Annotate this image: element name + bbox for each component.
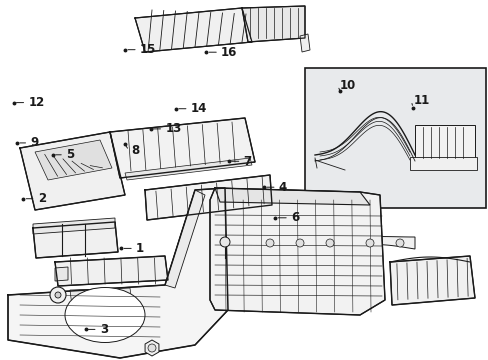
Polygon shape <box>33 218 115 234</box>
Text: 7: 7 <box>243 155 251 168</box>
Text: 11: 11 <box>412 94 428 107</box>
Polygon shape <box>110 118 254 178</box>
Circle shape <box>365 239 373 247</box>
Polygon shape <box>55 256 168 286</box>
Text: 9: 9 <box>30 136 39 149</box>
Ellipse shape <box>65 288 145 342</box>
Text: 8: 8 <box>131 144 139 157</box>
Text: 14: 14 <box>190 102 206 115</box>
Polygon shape <box>100 288 132 305</box>
Text: 4: 4 <box>278 181 286 194</box>
Polygon shape <box>414 125 474 160</box>
Polygon shape <box>125 158 251 180</box>
Circle shape <box>295 239 304 247</box>
Polygon shape <box>164 190 204 288</box>
Polygon shape <box>70 289 102 306</box>
Polygon shape <box>242 6 305 42</box>
Text: 1: 1 <box>136 242 144 255</box>
Text: 5: 5 <box>66 148 74 161</box>
Text: 12: 12 <box>28 96 44 109</box>
Text: 10: 10 <box>339 79 355 92</box>
Circle shape <box>265 239 273 247</box>
Circle shape <box>148 344 156 352</box>
Polygon shape <box>145 340 159 356</box>
Circle shape <box>325 239 333 247</box>
Text: 3: 3 <box>100 323 108 336</box>
Circle shape <box>395 239 403 247</box>
Polygon shape <box>8 188 227 358</box>
Text: 13: 13 <box>165 122 181 135</box>
Polygon shape <box>135 8 251 52</box>
Polygon shape <box>409 157 476 170</box>
Text: 6: 6 <box>290 211 299 224</box>
Polygon shape <box>33 222 118 258</box>
Polygon shape <box>209 188 384 315</box>
Text: 15: 15 <box>140 43 156 56</box>
Polygon shape <box>215 233 237 250</box>
Polygon shape <box>20 132 125 210</box>
Bar <box>305 68 485 208</box>
Polygon shape <box>299 34 309 52</box>
Polygon shape <box>249 237 414 253</box>
Polygon shape <box>389 256 474 305</box>
Text: 16: 16 <box>221 46 237 59</box>
Polygon shape <box>35 140 112 180</box>
Circle shape <box>50 287 66 303</box>
Text: 2: 2 <box>38 192 46 205</box>
Circle shape <box>220 237 229 247</box>
Polygon shape <box>55 267 68 281</box>
Polygon shape <box>145 175 271 220</box>
Circle shape <box>55 292 61 298</box>
Polygon shape <box>215 188 369 205</box>
